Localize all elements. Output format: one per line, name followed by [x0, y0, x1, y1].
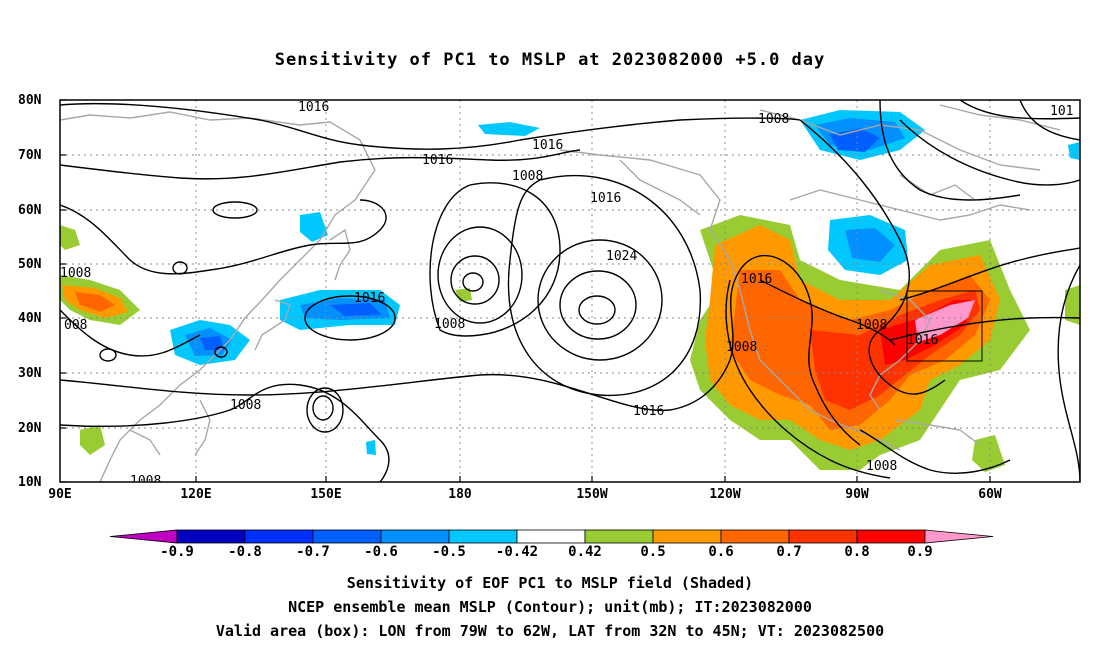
colorbar-segment — [516, 529, 586, 544]
lat-label: 80N — [18, 93, 42, 108]
coastlines — [60, 104, 1061, 482]
contour-label: 101 — [1050, 104, 1073, 119]
contour-label: 1016 — [633, 404, 664, 419]
contour-label: 1008 — [434, 317, 465, 332]
lon-label: 120E — [180, 487, 211, 502]
colorbar-label: 0.8 — [844, 544, 869, 560]
valid-area-box — [906, 290, 983, 362]
caption-line-2: NCEP ensemble mean MSLP (Contour); unit(… — [288, 598, 812, 616]
axis-ticks — [60, 99, 991, 483]
colorbar-label: 0.42 — [568, 544, 602, 560]
colorbar-segment — [584, 529, 654, 544]
colorbar-label: -0.7 — [296, 544, 330, 560]
contour-label: 1024 — [606, 249, 637, 264]
lat-label: 30N — [18, 366, 42, 381]
lat-label: 70N — [18, 148, 42, 163]
colorbar-label: -0.9 — [160, 544, 194, 560]
lon-label: 90E — [48, 487, 71, 502]
contour-label: 1008 — [230, 398, 261, 413]
lon-label: 150W — [576, 487, 607, 502]
colorbar-label: 0.9 — [907, 544, 932, 560]
colorbar-segment — [244, 529, 314, 544]
colorbar-labels: -0.9 -0.8 -0.7 -0.6 -0.5 -0.42 0.42 0.5 … — [160, 544, 933, 560]
colorbar-segment — [176, 529, 246, 544]
contour-labels: 1016 1016 1016 1008 1016 1008 101 1008 0… — [60, 100, 1073, 489]
contour-label: 1008 — [130, 474, 161, 489]
caption-line-3: Valid area (box): LON from 79W to 62W, L… — [215, 622, 885, 640]
colorbar-label: 0.6 — [708, 544, 733, 560]
contour-label: 1008 — [512, 169, 543, 184]
longitude-labels: 90E 120E 150E 180 150W 120W 90W 60W — [48, 487, 1002, 502]
latitude-labels: 80N 70N 60N 50N 40N 30N 20N 10N — [18, 93, 42, 490]
colorbar-label: 0.7 — [776, 544, 801, 560]
lon-label: 150E — [310, 487, 341, 502]
colorbar-left-arrow — [109, 529, 178, 544]
caption-line-1: Sensitivity of EOF PC1 to MSLP field (Sh… — [346, 574, 754, 592]
colorbar-label: 0.5 — [640, 544, 665, 560]
colorbar-segment — [788, 529, 858, 544]
colorbar-segment — [448, 529, 518, 544]
contour-label: 1008 — [866, 459, 897, 474]
contour-label: 1016 — [422, 153, 453, 168]
contour-label: 1016 — [741, 272, 772, 287]
contour-label: 1008 — [758, 112, 789, 127]
contour-label: 1008 — [726, 340, 757, 355]
contour-label: 1008 — [60, 266, 91, 281]
lon-label: 90W — [845, 487, 869, 502]
colorbar-label: -0.8 — [228, 544, 262, 560]
lon-label: 60W — [978, 487, 1002, 502]
contour-label: 1016 — [298, 100, 329, 115]
colorbar-label: -0.6 — [364, 544, 398, 560]
lat-label: 10N — [18, 475, 42, 490]
contour-label: 1016 — [907, 333, 938, 348]
lon-label: 180 — [448, 487, 472, 502]
colorbar-segment — [312, 529, 382, 544]
plot-frame — [59, 99, 1081, 483]
colorbar-right-arrow — [924, 529, 994, 544]
map-title: Sensitivity of PC1 to MSLP at 2023082000… — [274, 50, 826, 70]
lat-label: 60N — [18, 203, 42, 218]
isobar-contours — [60, 100, 1080, 482]
contour-label: 008 — [64, 318, 87, 333]
colorbar-label: -0.42 — [496, 544, 538, 560]
colorbar-segment — [720, 529, 790, 544]
colorbar-segment — [652, 529, 722, 544]
contour-label: 1016 — [532, 138, 563, 153]
shaded-positive-region-na — [690, 215, 1030, 470]
shaded-positive-region-asia — [60, 225, 1080, 472]
lat-label: 20N — [18, 421, 42, 436]
colorbar-segment — [856, 529, 926, 544]
lat-label: 40N — [18, 311, 42, 326]
colorbar-segment — [380, 529, 450, 544]
shaded-negative-regions — [170, 110, 1080, 455]
lat-label: 50N — [18, 257, 42, 272]
contour-label: 1008 — [856, 318, 887, 333]
colorbar — [109, 529, 994, 544]
contour-label: 1016 — [590, 191, 621, 206]
contour-label: 1016 — [354, 291, 385, 306]
colorbar-label: -0.5 — [432, 544, 466, 560]
grid — [60, 100, 1080, 482]
lon-label: 120W — [709, 487, 740, 502]
